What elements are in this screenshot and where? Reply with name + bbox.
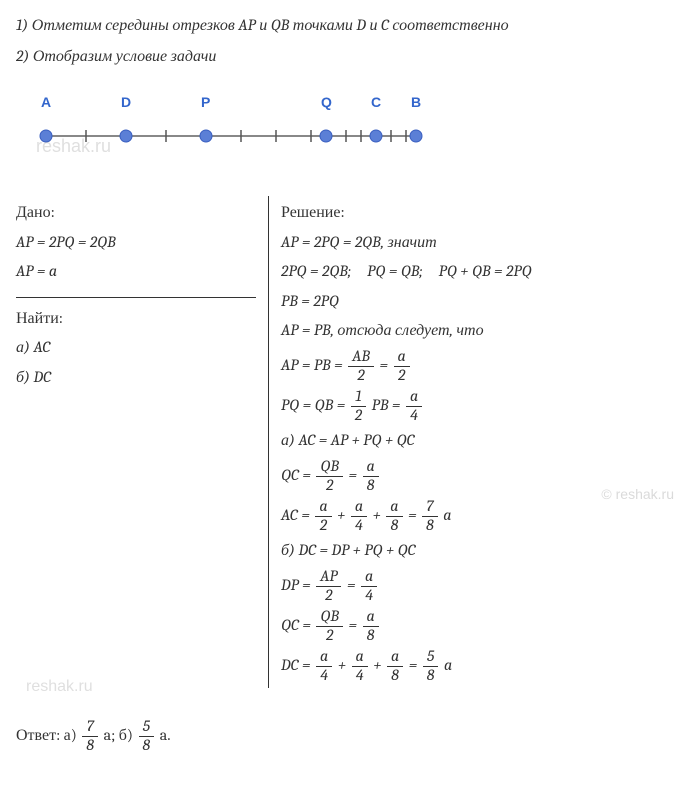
sol-l11: DP = AP2 = a4 bbox=[281, 568, 684, 604]
step-2: 2) Отобразим условие задачи bbox=[16, 47, 684, 66]
sol-l2: 2PQ = 2QB; PQ = QB; PQ + QB = 2PQ bbox=[281, 259, 684, 285]
right-column: Решение: AP = 2PQ = 2QB, значит 2PQ = 2Q… bbox=[268, 196, 684, 688]
sol-l1: AP = 2PQ = 2QB, значит bbox=[281, 230, 684, 256]
point-label-A: A bbox=[41, 94, 51, 110]
given-line1: AP = 2PQ = 2QB bbox=[16, 230, 256, 256]
sol-l5: AP = PB = AB2 = a2 bbox=[281, 348, 684, 384]
given-line2: AP = a bbox=[16, 259, 256, 285]
answer-line: Ответ: а) 78 a; б) 58 a. bbox=[16, 718, 684, 754]
sol-l7: а) AC = AP + PQ + QC bbox=[281, 428, 684, 454]
sol-l4: AP = PB, отсюда следует, что bbox=[281, 318, 684, 344]
two-column-layout: Дано: AP = 2PQ = 2QB AP = a Найти: а) AC… bbox=[16, 196, 684, 688]
left-column: Дано: AP = 2PQ = 2QB AP = a Найти: а) AC… bbox=[16, 196, 268, 688]
watermark-top: reshak.ru bbox=[36, 136, 111, 157]
point-label-P: P bbox=[201, 94, 210, 110]
sol-l12: QC = QB2 = a8 bbox=[281, 608, 684, 644]
diagram: A D P Q C B reshak.ru bbox=[16, 86, 684, 166]
watermark-bottom: reshak.ru bbox=[26, 678, 93, 696]
sol-l6: PQ = QB = 12 PB = a4 bbox=[281, 388, 684, 424]
given-block: Дано: AP = 2PQ = 2QB AP = a bbox=[16, 200, 256, 298]
step-1: 1) Отметим середины отрезков AP и QB точ… bbox=[16, 16, 684, 35]
sol-l10: б) DC = DP + PQ + QC bbox=[281, 538, 684, 564]
point-label-Q: Q bbox=[321, 94, 332, 110]
sol-l3: PB = 2PQ bbox=[281, 289, 684, 315]
find-title: Найти: bbox=[16, 306, 256, 332]
given-title: Дано: bbox=[16, 200, 256, 226]
point-label-C: C bbox=[371, 94, 381, 110]
find-b: б) DC bbox=[16, 365, 256, 391]
solution-title: Решение: bbox=[281, 200, 684, 226]
sol-l13: DC = a4 + a4 + a8 = 58 a bbox=[281, 648, 684, 684]
find-a: а) AC bbox=[16, 335, 256, 361]
point-label-B: B bbox=[411, 94, 421, 110]
point-label-D: D bbox=[121, 94, 131, 110]
sol-l9: AC = a2 + a4 + a8 = 78 a bbox=[281, 498, 684, 534]
watermark-mid: © reshak.ru bbox=[601, 486, 674, 502]
